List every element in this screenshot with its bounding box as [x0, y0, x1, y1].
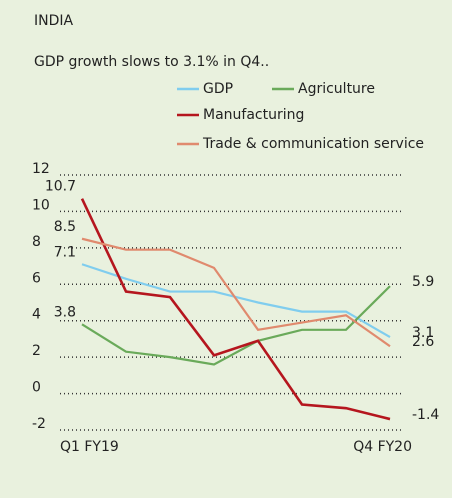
series-line: [81, 285, 391, 366]
series-line: [81, 237, 391, 348]
x-tick-label: Q1 FY19: [60, 439, 119, 455]
y-tick-label: 0: [32, 380, 41, 396]
data-label: 3.1: [412, 325, 434, 341]
chart-subtitle: GDP growth slows to 3.1% in Q4..: [34, 54, 269, 70]
data-label: 7.1: [54, 244, 76, 260]
data-label: 2.6: [412, 334, 434, 350]
legend-label: Trade & communication service: [202, 136, 424, 152]
legend-label: Agriculture: [298, 81, 375, 97]
y-tick-label: 4: [32, 307, 41, 323]
data-label: 10.7: [45, 179, 76, 195]
y-tick-label: 10: [32, 197, 50, 213]
data-label: -1.4: [412, 407, 439, 423]
chart-title: INDIA: [34, 13, 74, 29]
x-tick-label: Q4 FY20: [353, 439, 412, 455]
data-label: 8.5: [54, 219, 76, 235]
y-tick-label: 2: [32, 343, 41, 359]
y-tick-label: 8: [32, 234, 41, 250]
data-label: 5.9: [412, 274, 434, 290]
y-tick-label: 6: [32, 270, 41, 286]
series-line: [80, 198, 391, 421]
legend-label: Manufacturing: [203, 107, 304, 123]
y-tick-label: 12: [32, 161, 50, 177]
legend-label: GDP: [203, 81, 233, 97]
data-label: 3.8: [54, 304, 76, 320]
y-tick-label: -2: [32, 416, 46, 432]
